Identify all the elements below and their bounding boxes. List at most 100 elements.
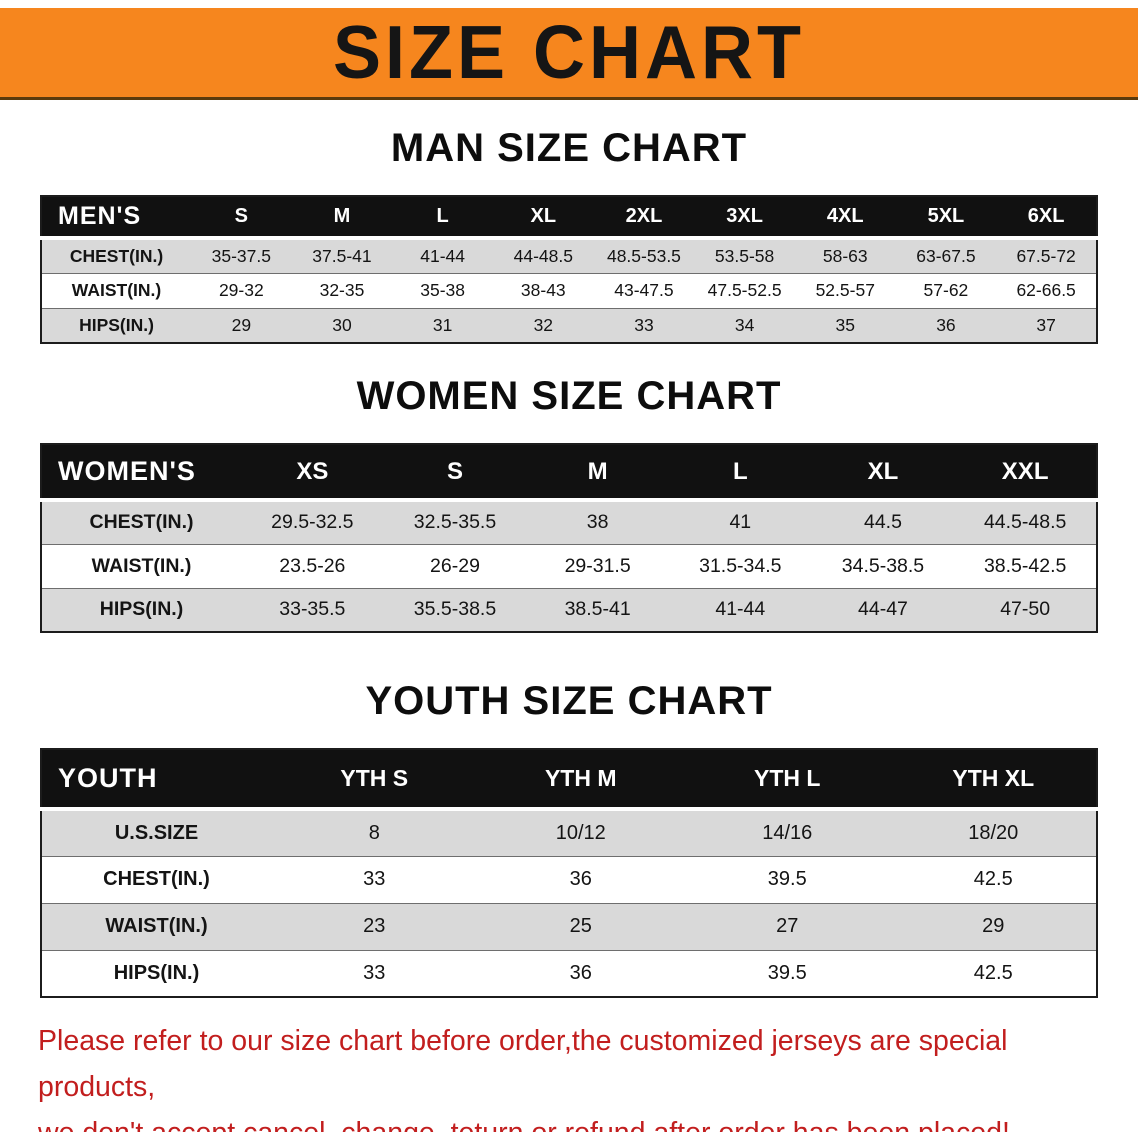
size-value-cell: 29: [982, 915, 1005, 937]
size-value-cell: 44-47: [858, 598, 908, 621]
size-column-header: YTH S: [271, 749, 478, 811]
size-value-cell: 34: [734, 314, 755, 335]
size-value-cell: 29-32: [218, 280, 264, 300]
size-value-cell: 39.5: [767, 961, 807, 984]
size-value-cell: 35-37.5: [211, 245, 271, 266]
size-value-cell: 37.5-41: [312, 245, 372, 266]
size-column-header: 4XL: [794, 196, 896, 240]
size-value-cell: 23: [363, 915, 386, 937]
size-column-header: L: [668, 444, 812, 502]
size-column-header: 2XL: [593, 196, 695, 240]
table-row: HIPS(IN.) 29 30 31 32 33 34 35 36 37: [41, 308, 1097, 343]
row-label: HIPS(IN.): [113, 961, 200, 984]
row-label: CHEST(IN.): [89, 511, 194, 534]
size-value-cell: 41: [729, 511, 752, 534]
size-column-header: YTH M: [477, 749, 684, 811]
size-column-header: XS: [241, 444, 384, 502]
size-value-cell: 32.5-35.5: [413, 511, 497, 534]
size-value-cell: 10/12: [555, 821, 606, 844]
size-value-cell: 33: [363, 868, 386, 890]
size-value-cell: 29.5-32.5: [271, 511, 354, 534]
size-column-header: 6XL: [996, 196, 1097, 240]
youth-size-table: YOUTH YTH S YTH M YTH L YTH XL U.S.SIZE 8 10/12…: [40, 748, 1098, 998]
size-value-cell: 57-62: [923, 280, 969, 300]
row-label: U.S.SIZE: [114, 821, 199, 844]
size-column-header: S: [383, 444, 527, 502]
size-value-cell: 44.5-48.5: [983, 511, 1067, 534]
size-value-cell: 33: [363, 961, 386, 984]
size-value-cell: 38: [586, 511, 609, 534]
table-row: CHEST(IN.) 33 36 39.5 42.5: [41, 856, 1097, 903]
size-value-cell: 31.5-34.5: [699, 554, 782, 577]
table-corner-label: MEN'S: [41, 196, 191, 240]
size-column-header: L: [392, 196, 493, 240]
size-value-cell: 47.5-52.5: [707, 280, 782, 300]
size-value-cell: 35.5-38.5: [413, 598, 497, 621]
size-value-cell: 35: [835, 314, 855, 335]
man-size-chart-heading: MAN SIZE CHART: [390, 126, 748, 170]
size-column-header: YTH L: [684, 749, 891, 811]
size-value-cell: 44-48.5: [513, 245, 573, 266]
size-value-cell: 27: [776, 915, 799, 937]
size-value-cell: 47-50: [1000, 598, 1051, 621]
size-value-cell: 62-66.5: [1016, 280, 1076, 300]
table-row: HIPS(IN.) 33 36 39.5 42.5: [41, 950, 1097, 997]
table-row: WAIST(IN.) 29-32 32-35 35-38 38-43 43-47.5 47.…: [41, 273, 1097, 308]
size-value-cell: 42.5: [973, 868, 1013, 890]
size-value-cell: 23.5-26: [279, 554, 346, 577]
size-value-cell: 34.5-38.5: [841, 554, 925, 577]
size-value-cell: 38.5-42.5: [983, 554, 1067, 577]
size-value-cell: 38.5-41: [564, 598, 631, 621]
row-label: WAIST(IN.): [105, 915, 208, 937]
size-value-cell: 58-63: [822, 245, 868, 266]
size-value-cell: 32-35: [319, 280, 365, 300]
size-value-cell: 33: [634, 314, 654, 335]
size-value-cell: 36: [569, 961, 592, 984]
size-value-cell: 33-35.5: [279, 598, 346, 621]
size-value-cell: 8: [368, 821, 380, 844]
size-value-cell: 36: [936, 314, 956, 335]
size-value-cell: 25: [569, 915, 592, 937]
table-row: CHEST(IN.) 35-37.5 37.5-41 41-44 44-48.5 48.5…: [41, 238, 1097, 273]
size-value-cell: 41-44: [715, 598, 766, 621]
size-value-cell: 36: [569, 868, 592, 890]
table-corner-label: WOMEN'S: [41, 444, 241, 502]
table-corner-label: YOUTH: [41, 749, 271, 811]
size-value-cell: 48.5-53.5: [606, 245, 681, 266]
size-value-cell: 29-31.5: [564, 554, 631, 577]
table-row: HIPS(IN.) 33-35.5 35.5-38.5 38.5-41 41-44 44-…: [41, 588, 1097, 632]
size-value-cell: 39.5: [767, 868, 807, 890]
disclaimer-line-1: Please refer to our size chart before or…: [38, 1025, 1008, 1104]
women-size-chart-heading: WOMEN SIZE CHART: [356, 374, 782, 418]
size-column-header: XL: [492, 196, 594, 240]
size-value-cell: 53.5-58: [714, 245, 775, 266]
man-size-chart-section: MAN SIZE CHART MEN'S S M L XL 2XL 3XL 4XL 5XL 6XL…: [0, 126, 1138, 344]
size-column-header: XXL: [954, 444, 1097, 502]
table-row: WAIST(IN.) 23.5-26 26-29 29-31.5 31.5-34.5 34…: [41, 544, 1097, 588]
size-value-cell: 14/16: [762, 821, 813, 844]
table-header-row: YOUTH YTH S YTH M YTH L YTH XL: [41, 749, 1097, 811]
youth-size-chart-section: YOUTH SIZE CHART YOUTH YTH S YTH M YTH L YTH…: [0, 679, 1138, 998]
table-row: U.S.SIZE 8 10/12 14/16 18/20: [41, 809, 1097, 856]
page-title: SIZE CHART: [333, 10, 805, 95]
disclaimer-note: Please refer to our size chart before or…: [0, 1018, 1138, 1132]
size-column-header: 5XL: [895, 196, 997, 240]
size-value-cell: 67.5-72: [1016, 245, 1076, 266]
size-value-cell: 43-47.5: [614, 280, 674, 300]
size-value-cell: 35-38: [420, 280, 466, 300]
size-value-cell: 18/20: [968, 821, 1019, 844]
size-value-cell: 63-67.5: [916, 245, 976, 266]
row-label: WAIST(IN.): [91, 554, 192, 577]
size-column-header: M: [291, 196, 393, 240]
size-column-header: S: [191, 196, 292, 240]
row-label: HIPS(IN.): [99, 598, 184, 621]
size-value-cell: 31: [432, 314, 453, 335]
row-label: WAIST(IN.): [71, 280, 162, 300]
size-value-cell: 52.5-57: [815, 280, 875, 300]
size-column-header: YTH XL: [890, 749, 1097, 811]
size-value-cell: 41-44: [420, 245, 466, 266]
row-label: CHEST(IN.): [103, 868, 210, 890]
size-value-cell: 30: [332, 314, 352, 335]
table-header-row: MEN'S S M L XL 2XL 3XL 4XL 5XL 6XL: [41, 196, 1097, 240]
